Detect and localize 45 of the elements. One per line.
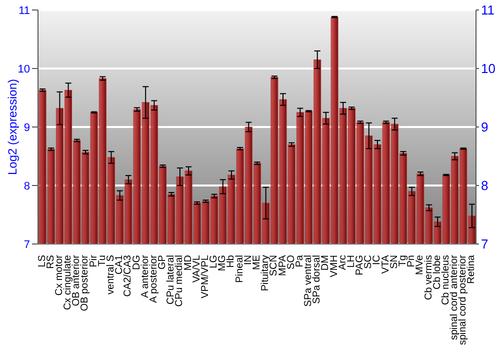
y2-tick-label: 8 xyxy=(481,178,488,194)
x-tick-label: CA2/CA3 xyxy=(122,254,134,297)
x-tick-label: Retina xyxy=(466,254,478,284)
x-tick-label: MVe xyxy=(414,254,426,276)
x-tick-label: IC xyxy=(372,255,383,265)
y2-tick-label: 7 xyxy=(481,236,488,252)
x-tick-label: CPu medial xyxy=(174,255,186,307)
x-tick-label: Arc xyxy=(337,255,348,270)
y-tick-label: 11 xyxy=(18,4,30,17)
x-tick-label: spinal cord posterior xyxy=(458,254,469,346)
x-tick-label: VPM/VPL xyxy=(200,254,211,298)
x-tick-label: IN xyxy=(242,255,254,265)
x-tick-label: Pa xyxy=(294,254,306,268)
y-tick-label: 10 xyxy=(18,63,30,76)
x-tick-label: DM xyxy=(320,255,332,271)
x-tick-label: Cb nucleus xyxy=(440,255,452,306)
y2-tick-label: 11 xyxy=(481,2,494,18)
x-tick-label: Pir xyxy=(88,254,100,268)
x-tick-label: VMH xyxy=(328,255,340,278)
x-tick-label: Cb lobe xyxy=(432,254,443,290)
x-tick-label: SO xyxy=(286,254,297,270)
y-tick-label: 9 xyxy=(24,122,30,134)
x-tick-label: Tu xyxy=(96,255,108,266)
x-tick-label: VTA xyxy=(380,254,392,274)
y-tick-label: 7 xyxy=(24,238,30,251)
y-tick-label: 8 xyxy=(24,180,30,192)
y2-tick-label: 9 xyxy=(481,120,488,135)
x-tick-label: LS xyxy=(36,254,48,268)
x-tick-label: Hb xyxy=(226,254,237,268)
x-tick-label: A posterior xyxy=(148,254,160,303)
x-tick-label: Tg xyxy=(398,255,408,267)
x-tick-label: ventral S xyxy=(106,254,116,294)
x-tick-label: RS xyxy=(45,254,56,269)
x-tick-label: LH xyxy=(346,255,357,268)
x-tick-label: OB posterior xyxy=(80,254,91,312)
y2-tick-label: 10 xyxy=(481,61,496,76)
x-tick-label: SCN xyxy=(268,255,280,276)
x-tick-label: MPA xyxy=(277,254,288,276)
x-tick-label: DG xyxy=(131,254,142,270)
x-tick-label: SN xyxy=(388,255,400,269)
y-axis-title: Log2 (expression) xyxy=(5,78,20,176)
x-tick-label: Pineal xyxy=(234,255,246,283)
x-tick-label: Pituitary xyxy=(260,255,272,292)
x-tick-label: A anterior xyxy=(140,254,151,298)
x-tick-label: ME xyxy=(252,254,262,270)
